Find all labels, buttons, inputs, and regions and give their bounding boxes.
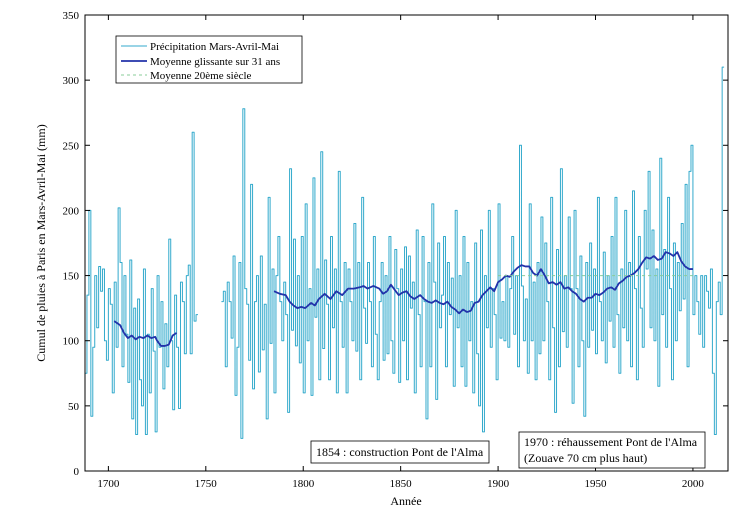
annotation-1970-text-line1: 1970 : réhaussement Pont de l'Alma	[524, 435, 698, 449]
y-tick-label-200: 200	[63, 205, 80, 217]
y-tick-label-0: 0	[74, 466, 80, 478]
y-tick-label-250: 250	[63, 140, 80, 152]
annotation-1970-text-line2: (Zouave 70 cm plus haut)	[524, 451, 647, 465]
series-1-segment-0	[113, 320, 178, 347]
y-tick-label-350: 350	[63, 10, 80, 22]
annotation-1854-text: 1854 : construction Pont de l'Alma	[316, 445, 484, 459]
legend-label-moving-average: Moyenne glissante sur 31 ans	[150, 56, 280, 68]
x-tick-label-1700: 1700	[97, 478, 120, 490]
y-tick-label-100: 100	[63, 336, 80, 348]
annotation-1970-box	[518, 431, 706, 469]
y-tick-label-50: 50	[68, 401, 80, 413]
x-tick-label-1850: 1850	[390, 478, 413, 490]
series-layer	[85, 66, 725, 439]
series-1-segment-1	[273, 251, 693, 315]
legend: Précipitation Mars-Avril-Mai Moyenne gli…	[115, 35, 303, 84]
series-0-segment-0	[85, 131, 199, 436]
x-axis-title: Année	[390, 494, 421, 508]
legend-label-century-average: Moyenne 20ème siècle	[150, 70, 252, 82]
annotation-1970: 1970 : réhaussement Pont de l'Alma (Zoua…	[518, 431, 706, 469]
annotation-1854-box	[310, 440, 490, 464]
series-0-segment-1	[221, 66, 725, 439]
y-tick-label-300: 300	[63, 75, 80, 87]
y-axis-title: Cumul de pluies à Paris en Mars-Avril-Ma…	[34, 124, 48, 361]
x-tick-label-2000: 2000	[682, 478, 705, 490]
annotation-1854: 1854 : construction Pont de l'Alma	[310, 440, 490, 464]
legend-label-precip: Précipitation Mars-Avril-Mai	[150, 41, 279, 53]
plot-frame	[84, 14, 729, 472]
x-tick-label-1750: 1750	[195, 478, 218, 490]
y-tick-label-150: 150	[63, 271, 80, 283]
tick-layer: 1700 1750 1800 1850 1900 1950 2000 0 50 100 150 200…	[63, 10, 728, 490]
plot-background	[85, 15, 728, 471]
x-tick-label-1900: 1900	[487, 478, 510, 490]
x-tick-label-1800: 1800	[292, 478, 315, 490]
x-tick-label-1950: 1950	[585, 478, 608, 490]
